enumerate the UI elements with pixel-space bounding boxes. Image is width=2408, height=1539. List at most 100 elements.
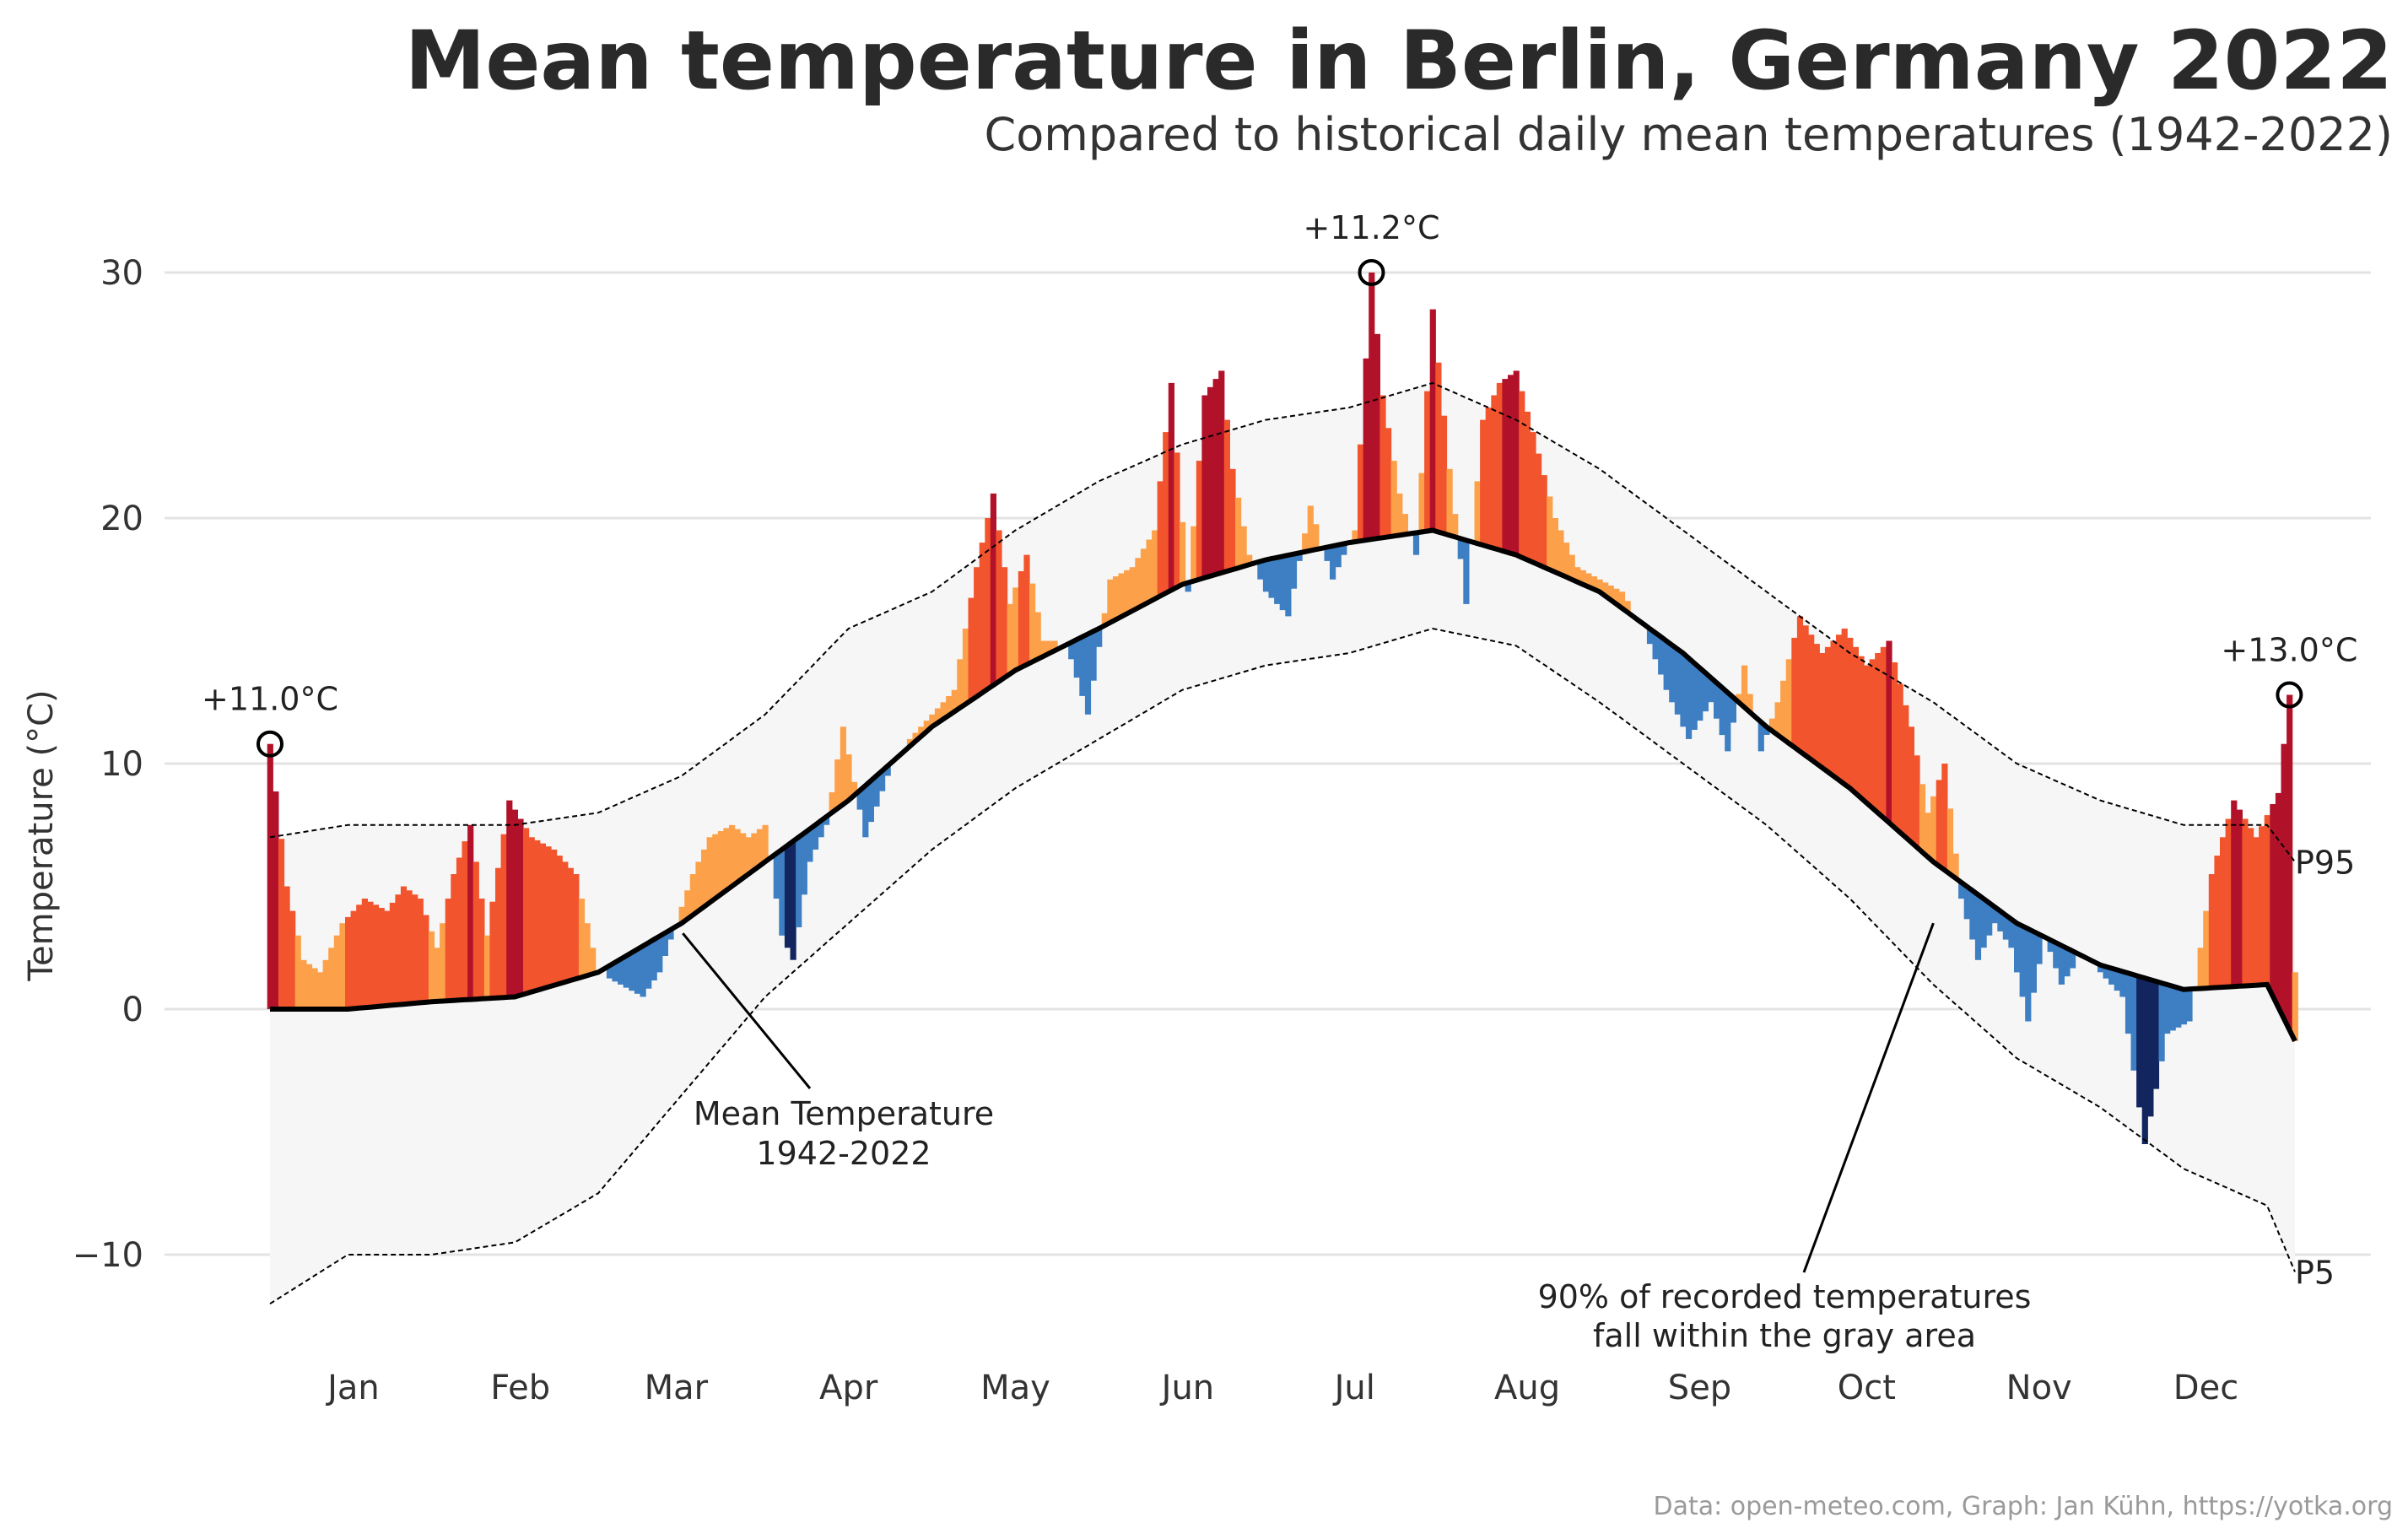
cold-anomaly xyxy=(2186,989,2193,1022)
warm-anomaly xyxy=(762,824,769,862)
warm-anomaly xyxy=(2275,792,2282,1007)
warm-anomaly xyxy=(929,714,936,727)
warm-anomaly xyxy=(350,910,357,1009)
warm-anomaly xyxy=(1908,726,1914,843)
cold-anomaly xyxy=(879,770,886,791)
warm-anomaly xyxy=(996,530,1002,682)
warm-anomaly xyxy=(1613,588,1620,604)
warm-anomaly xyxy=(1819,653,1826,768)
warm-anomaly xyxy=(500,834,507,998)
annotation-label: Mean Temperature xyxy=(694,1095,994,1132)
cold-anomaly xyxy=(645,942,652,989)
warm-anomaly xyxy=(278,839,285,1009)
cold-anomaly xyxy=(2175,987,2182,1028)
cold-anomaly xyxy=(818,820,824,838)
warm-anomaly xyxy=(740,833,747,878)
warm-anomaly xyxy=(361,899,368,1008)
y-tick-label: 10 xyxy=(100,745,143,784)
warm-anomaly xyxy=(294,935,301,1009)
warm-anomaly xyxy=(389,902,396,1006)
warm-anomaly xyxy=(1218,370,1225,573)
warm-anomaly xyxy=(440,923,446,1002)
cold-anomaly xyxy=(1958,882,1965,899)
cold-anomaly xyxy=(618,958,624,985)
warm-anomaly xyxy=(1824,646,1832,772)
peak-marker xyxy=(2276,681,2303,709)
cold-anomaly xyxy=(2125,973,2132,1034)
cold-anomaly xyxy=(2141,978,2148,1144)
warm-anomaly xyxy=(578,899,586,978)
cold-anomaly xyxy=(661,932,668,956)
warm-anomaly xyxy=(1369,273,1375,540)
cold-anomaly xyxy=(2158,983,2165,1061)
warm-anomaly xyxy=(1930,796,1937,862)
warm-anomaly xyxy=(2253,837,2260,986)
cold-anomaly xyxy=(640,946,646,997)
warm-anomaly xyxy=(734,829,741,883)
warm-anomaly xyxy=(305,964,313,1009)
cold-anomaly xyxy=(1974,894,1982,960)
warm-anomaly xyxy=(2214,856,2221,988)
warm-anomaly xyxy=(1568,554,1575,580)
warm-anomaly xyxy=(1034,612,1041,660)
warm-anomaly xyxy=(1196,461,1202,580)
cold-anomaly xyxy=(1980,899,1987,948)
cold-anomaly xyxy=(2053,942,2060,969)
cold-anomaly xyxy=(2097,964,2104,973)
warm-anomaly xyxy=(300,959,307,1009)
warm-anomaly xyxy=(1135,558,1142,608)
y-axis-title: Temperature (°C) xyxy=(22,689,61,981)
cold-anomaly xyxy=(2136,976,2143,1108)
warm-anomaly xyxy=(745,837,752,874)
warm-anomaly xyxy=(1624,601,1631,613)
warm-anomaly xyxy=(1524,411,1531,560)
warm-anomaly xyxy=(1307,505,1314,551)
warm-anomaly xyxy=(395,894,402,1005)
warm-anomaly xyxy=(1880,646,1887,818)
cold-anomaly xyxy=(2019,926,2026,997)
cold-anomaly xyxy=(1702,672,1709,712)
cold-anomaly xyxy=(2169,986,2176,1031)
y-tick-label: 30 xyxy=(100,254,143,293)
warm-anomaly xyxy=(1112,576,1120,620)
y-tick-label: −10 xyxy=(73,1236,143,1275)
warm-anomaly xyxy=(751,833,758,871)
warm-anomaly xyxy=(1869,659,1876,808)
warm-anomaly xyxy=(2242,818,2249,986)
warm-anomaly xyxy=(1168,382,1174,591)
cold-anomaly xyxy=(2108,968,2115,985)
cold-anomaly xyxy=(1686,657,1693,739)
warm-anomaly xyxy=(1602,582,1609,597)
warm-anomaly xyxy=(678,906,685,924)
annotations: +11.0°C +11.2°C +13.0°C P95 P5 Mean Temperatu… xyxy=(202,209,2357,1354)
warm-anomaly xyxy=(1191,526,1197,581)
warm-anomaly xyxy=(684,890,691,920)
warm-anomaly xyxy=(2225,818,2232,987)
cold-anomaly xyxy=(1279,556,1286,611)
warm-anomaly xyxy=(1124,570,1131,614)
warm-anomaly xyxy=(2264,815,2270,985)
warm-anomaly xyxy=(545,846,552,987)
cold-anomaly xyxy=(856,791,863,810)
warm-anomaly xyxy=(962,629,969,705)
annotation-label: +11.2°C xyxy=(1304,209,1440,246)
warm-anomaly xyxy=(1207,386,1214,576)
warm-anomaly xyxy=(495,867,502,998)
warm-anomaly xyxy=(1485,408,1492,547)
warm-anomaly xyxy=(1541,475,1547,568)
warm-anomaly xyxy=(906,738,914,747)
warm-anomaly xyxy=(1847,637,1854,789)
chart-title: Mean temperature in Berlin, Germany 2022 xyxy=(405,14,2393,108)
warm-anomaly xyxy=(1936,780,1942,867)
y-tick-labels: 30 20 10 0 −10 xyxy=(73,254,143,1275)
x-tick-label: Sep xyxy=(1668,1369,1731,1407)
warm-anomaly xyxy=(1607,586,1614,600)
warm-anomaly xyxy=(1313,524,1320,550)
annotation-label: fall within the gray area xyxy=(1593,1317,1976,1354)
warm-anomaly xyxy=(706,837,713,903)
warm-anomaly xyxy=(283,886,290,1009)
warm-anomaly xyxy=(1379,395,1386,538)
warm-anomaly xyxy=(712,834,719,899)
anomaly-fills xyxy=(267,273,2298,1144)
